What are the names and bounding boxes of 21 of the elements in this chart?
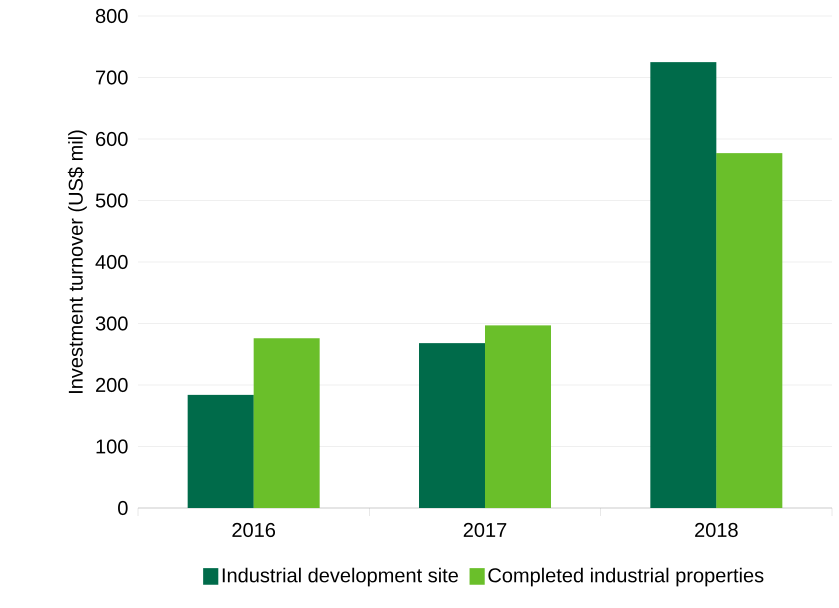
y-tick-label: 400 [95,254,128,270]
y-tick-label: 100 [96,439,128,454]
y-tick-label: 300 [96,316,128,331]
x-tick-label: 2016 [232,522,276,538]
bar [650,62,716,508]
bar [485,325,551,508]
bar [254,338,320,508]
y-tick-label: 800 [96,8,128,24]
y-axis-title: Investment turnover (US$ mil) [68,130,87,393]
legend-label: Industrial development site [222,568,458,586]
y-tick-label: 700 [96,70,128,85]
legend-label: Completed industrial properties [488,568,764,586]
x-tick-label: 2018 [695,522,738,538]
y-tick-label: 600 [96,132,128,146]
bar [419,343,486,508]
y-tick-label: 0 [118,500,128,516]
y-tick-label: 500 [96,193,128,208]
y-tick-label: 200 [96,378,128,392]
bar [716,153,782,508]
x-tick-label: 2017 [464,522,506,538]
bar [188,394,254,508]
